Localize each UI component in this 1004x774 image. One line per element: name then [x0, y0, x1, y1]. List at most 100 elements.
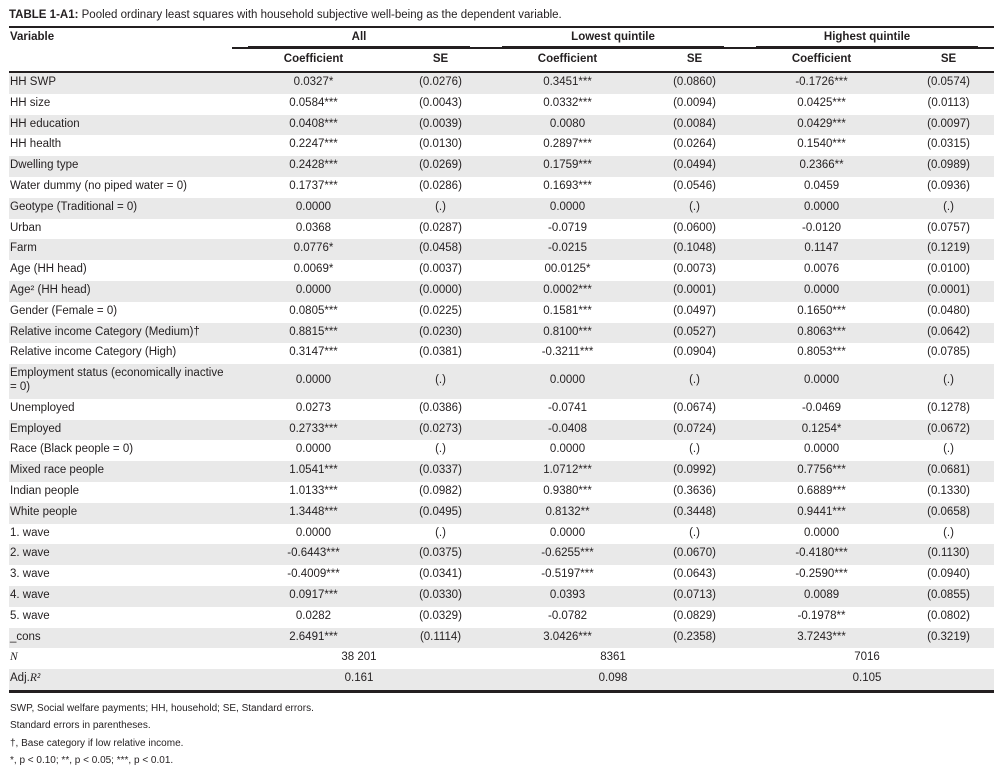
coefficient-value: 0.0393: [549, 588, 586, 601]
coefficient-value: 0.2247***: [289, 138, 338, 151]
coefficient-value: -0.1978**: [797, 609, 846, 622]
se-value: (0.3636): [673, 484, 716, 497]
coefficient-value: 0.3451***: [543, 76, 592, 88]
coefficient-value: 0.0000: [803, 526, 840, 539]
group-header-lowest-quintile: Lowest quintile: [486, 28, 741, 49]
table-title-text: Pooled ordinary least squares with house…: [78, 9, 562, 21]
coefficient-value: 0.0332***: [543, 96, 592, 109]
table-title-prefix: TABLE 1-A1:: [9, 9, 79, 21]
se-value: (0.0000): [419, 283, 462, 296]
coefficient-value: -0.6443***: [287, 547, 340, 560]
table-row: Age (HH head) 0.0069* (0.0037) 00.0125* (0.0…: [9, 260, 994, 281]
se-value: (0.0094): [673, 96, 716, 109]
table-row: Dwelling type 0.2428*** (0.0269) 0.1759*** (…: [9, 156, 995, 177]
se-value: (0.0039): [419, 117, 462, 130]
se-value: (0.0269): [419, 159, 462, 172]
table-row: 2. wave -0.6443*** (0.0375) -0.6255*** (0.06…: [9, 544, 995, 566]
se-value: (0.0100): [927, 263, 970, 276]
table-row: Race (Black people = 0) 0.0000 (.) 0.0000 (.…: [9, 440, 994, 461]
se-value: (0.0940): [927, 568, 970, 581]
column-header-coefficient: Coefficient: [486, 48, 650, 73]
se-value: (.): [689, 374, 700, 387]
coefficient-value: 0.9441***: [797, 505, 846, 518]
group-header-all-label: All: [248, 31, 471, 47]
subheader-row: Coefficient SE Coefficient SE Coefficien…: [9, 48, 995, 73]
column-header-coefficient: Coefficient: [232, 48, 395, 73]
coefficient-value: 1.3448***: [289, 505, 338, 518]
coefficient-value: -0.1726***: [795, 76, 848, 88]
summary-value: 0.161: [232, 669, 487, 693]
group-header-highest-quintile-label: Highest quintile: [756, 31, 979, 47]
se-value: (0.0381): [419, 346, 462, 359]
variable-label: Age (HH head): [10, 263, 87, 276]
coefficient-value: 0.0076: [803, 263, 840, 276]
se-value: (0.0001): [673, 283, 716, 296]
se-value: (0.0992): [673, 464, 716, 477]
coefficient-value: 0.8063***: [797, 325, 846, 338]
coefficient-value: 0.0000: [295, 526, 332, 539]
table-row: Geotype (Traditional = 0) 0.0000 (.) 0.0000…: [9, 197, 995, 219]
se-value: (0.0757): [927, 221, 970, 234]
variable-label: Urban: [10, 221, 42, 234]
se-value: (0.3448): [673, 505, 716, 518]
se-value: (0.0037): [419, 263, 462, 276]
se-value: (.): [435, 443, 446, 456]
coefficient-value: 1.0133***: [289, 484, 338, 497]
table-row: HH SWP 0.0327* (0.0276) 0.3451*** (0.0860) -0…: [9, 72, 995, 94]
se-value: (0.0315): [927, 138, 970, 151]
se-value: (0.0225): [419, 304, 462, 317]
coefficient-value: 0.0069*: [293, 263, 334, 276]
coefficient-value: 0.9380***: [543, 484, 592, 497]
summary-value: 8361: [600, 651, 626, 664]
coefficient-value: 1.0712***: [543, 464, 592, 477]
footnote-dagger-note: †, Base category if low relative income.: [10, 737, 184, 749]
coefficient-value: 0.0000: [549, 200, 586, 213]
se-value: (0.0286): [419, 179, 462, 192]
coefficient-value: 0.1737***: [289, 179, 338, 192]
se-value: (0.0574): [927, 76, 970, 88]
coefficient-value: 0.1147: [804, 242, 839, 255]
summary-value: 38 201: [341, 651, 377, 664]
variable-label: 5. wave: [10, 609, 50, 622]
se-value: (0.1048): [673, 242, 716, 255]
se-value: (.): [435, 526, 446, 539]
variable-label: Unemployed: [10, 401, 75, 414]
se-value: (0.0329): [419, 609, 462, 622]
se-value: (0.0497): [673, 304, 716, 317]
coefficient-value: 0.2733***: [289, 422, 338, 435]
table-title: TABLE 1-A1: Pooled ordinary least square…: [9, 7, 994, 28]
table-row: Farm 0.0776* (0.0458) -0.0215 (0.1048) 0.1147…: [9, 239, 995, 261]
coefficient-value: 0.0000: [549, 443, 586, 456]
table-row: Indian people 1.0133*** (0.0982) 0.9380*** (…: [9, 482, 994, 503]
se-value: (.): [435, 200, 446, 213]
coefficient-value: 0.2897***: [543, 138, 592, 151]
coefficient-value: 0.2428***: [289, 159, 338, 172]
coefficient-value: 0.0327*: [293, 76, 334, 88]
se-value: (0.0904): [673, 346, 716, 359]
variable-label: Relative income Category (Medium)†: [10, 325, 200, 338]
coefficient-value: 0.0584***: [289, 96, 338, 109]
summary-value: 0.098: [486, 669, 741, 693]
table-row: HH education 0.0408*** (0.0039) 0.0080 (0.00…: [9, 114, 995, 136]
coefficient-value: 0.0080: [549, 117, 586, 130]
results-table: Variable All Lowest quintile Highest qui…: [9, 28, 995, 693]
se-value: (0.0386): [419, 401, 462, 414]
variable-label: Employment status (economically inactive…: [10, 367, 224, 393]
se-value: (0.0681): [927, 464, 970, 477]
group-header-all: All: [232, 28, 487, 49]
coefficient-value: -0.4180***: [795, 547, 848, 560]
column-header-variable: Variable: [9, 28, 232, 73]
coefficient-value: 3.7243***: [797, 630, 846, 643]
variable-label: HH SWP: [10, 76, 56, 88]
coefficient-value: 0.0273: [295, 401, 332, 414]
coefficient-value: 0.1254*: [801, 422, 842, 435]
coefficient-value: -0.0215: [548, 242, 588, 255]
variable-label: HH education: [10, 117, 80, 130]
se-value: (0.0713): [673, 588, 716, 601]
coefficient-value: 0.0368: [295, 221, 332, 234]
se-value: (0.0802): [927, 609, 970, 622]
table-row: Relative income Category (Medium)† 0.8815…: [9, 322, 995, 344]
table-row: Relative income Category (High) 0.3147***…: [9, 343, 994, 364]
coefficient-value: -0.3211***: [541, 346, 594, 359]
